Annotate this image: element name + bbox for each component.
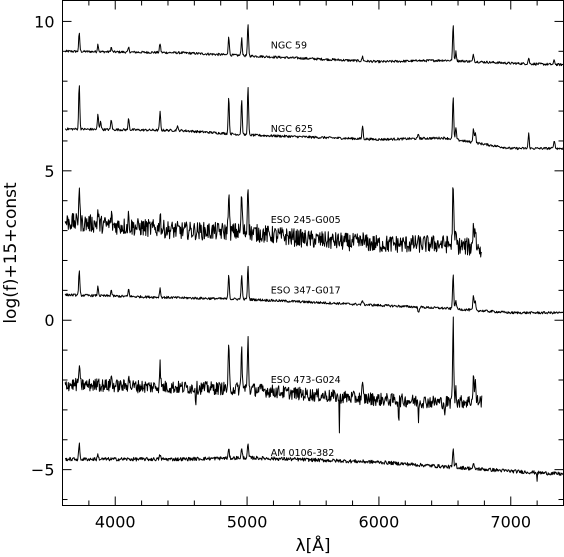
spectrum-label: ESO 347-G017 xyxy=(271,285,341,296)
spectrum-label: NGC 625 xyxy=(271,124,313,135)
spectrum-line xyxy=(64,24,564,67)
spectrum-line xyxy=(64,316,483,434)
x-tick-label: 5000 xyxy=(227,513,268,532)
x-tick-label: 7000 xyxy=(490,513,531,532)
plot-frame xyxy=(62,0,564,506)
spectrum-label: NGC 59 xyxy=(271,40,307,51)
y-tick-label: 10 xyxy=(34,12,54,31)
spectrum-line xyxy=(65,85,564,151)
y-tick-label: 0 xyxy=(44,311,54,330)
spectrum-label: ESO 473-G024 xyxy=(271,375,341,386)
spectra-labels: NGC 59 NGC 625 ESO 245-G005 ESO 347-G017 ESO… xyxy=(271,40,341,459)
spectrum-line xyxy=(64,187,482,258)
y-tick-label: −5 xyxy=(31,461,55,480)
spectra-series xyxy=(64,24,564,482)
x-tick-label: 6000 xyxy=(359,513,400,532)
axis-ticks xyxy=(62,0,564,506)
x-axis-title: λ[Å] xyxy=(296,534,331,556)
axis-tick-labels: 4000 5000 6000 7000 −5 0 5 10 xyxy=(31,12,531,531)
y-axis-title: log(f)+15+const xyxy=(1,182,21,324)
spectrum-label: AM 0106-382 xyxy=(271,448,334,459)
spectrum-line xyxy=(64,442,564,482)
y-tick-label: 5 xyxy=(44,162,54,181)
spectrum-line xyxy=(64,265,564,315)
x-tick-label: 4000 xyxy=(95,513,136,532)
spectrum-label: ESO 245-G005 xyxy=(271,215,341,226)
